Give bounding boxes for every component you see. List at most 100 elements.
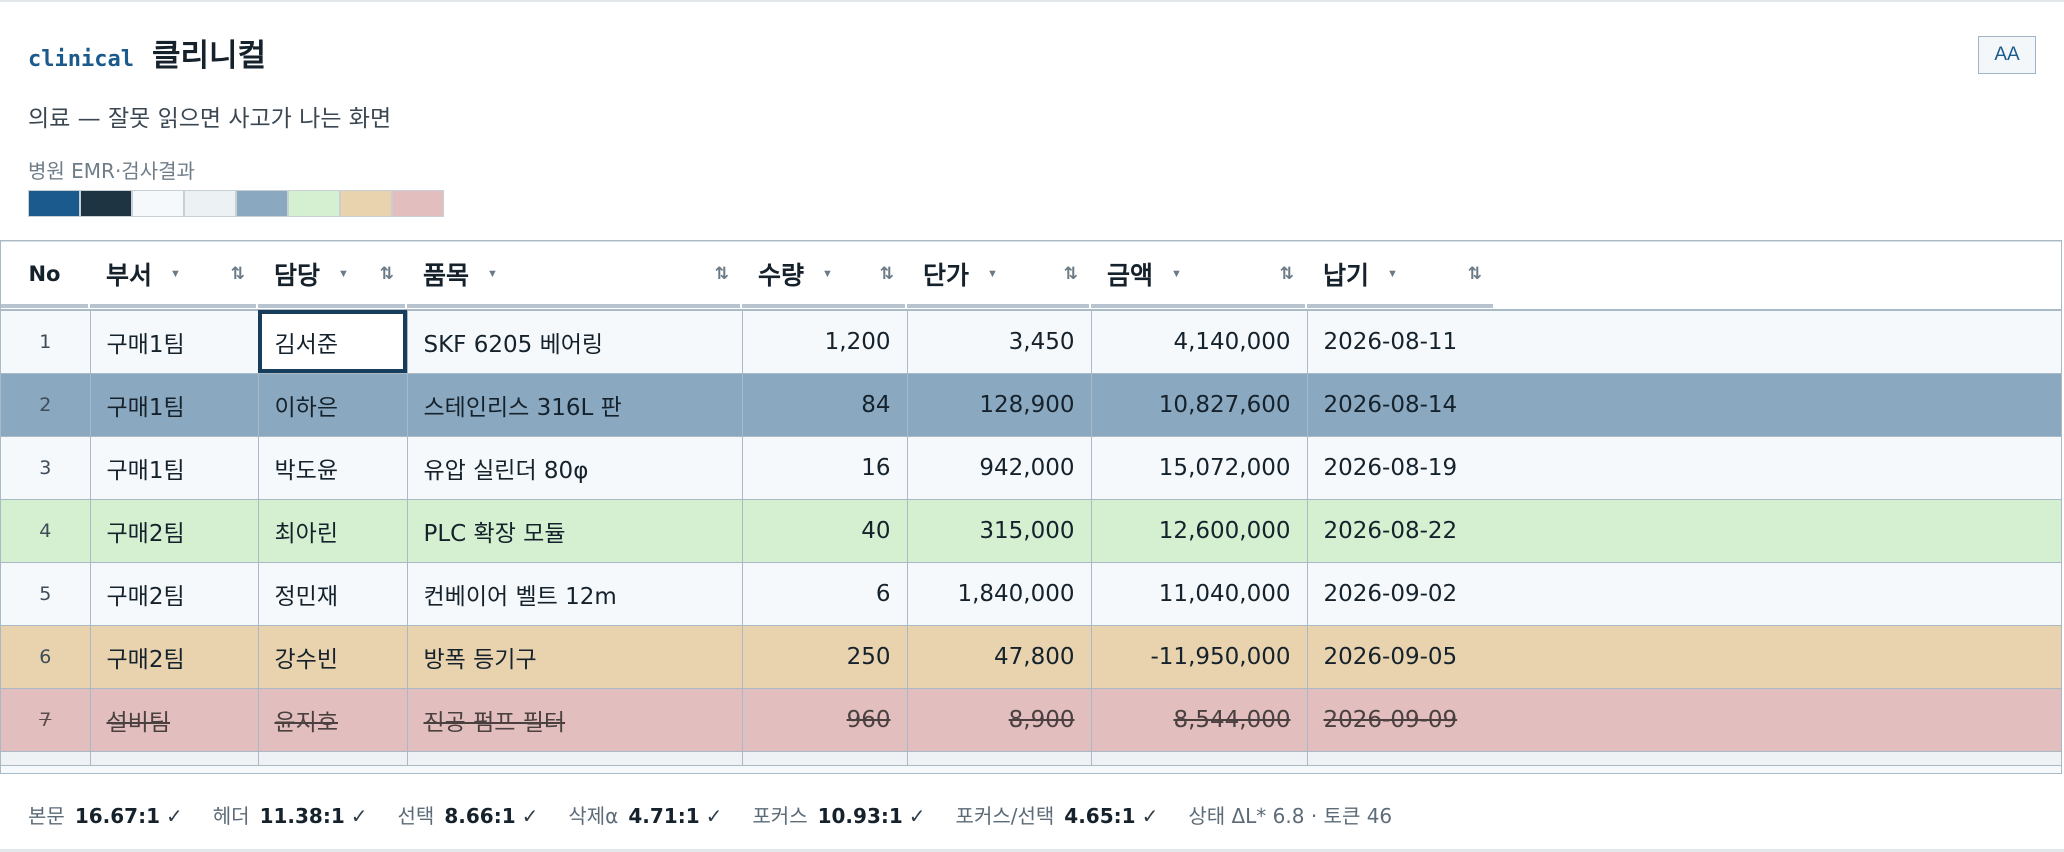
cell-dept[interactable]: 구매1팀 <box>90 310 259 374</box>
sort-icon[interactable]: ⇅ <box>379 263 394 283</box>
cell-dept[interactable]: 구매1팀 <box>90 436 259 500</box>
sort-icon[interactable]: ⇅ <box>879 263 894 283</box>
cell-owner[interactable]: 최아린 <box>258 499 408 563</box>
check-icon: ✓ <box>1141 804 1159 828</box>
cell-price[interactable]: 128,900 <box>907 373 1092 437</box>
filter-caret-icon[interactable]: ▼ <box>1171 267 1182 280</box>
cell-amount[interactable]: -11,950,000 <box>1091 625 1308 689</box>
column-header-due[interactable]: 납기 ▼ ⇅ <box>1307 241 2061 311</box>
table-row-partial <box>1 751 2061 766</box>
cell-qty[interactable]: 40 <box>742 499 908 563</box>
cell-dept[interactable]: 구매1팀 <box>90 373 259 437</box>
cell-amount[interactable]: 11,040,000 <box>1091 562 1308 626</box>
cell-price[interactable]: 1,840,000 <box>907 562 1092 626</box>
filter-caret-icon[interactable]: ▼ <box>170 267 181 280</box>
cell-item[interactable]: SKF 6205 베어링 <box>407 310 743 374</box>
cell-no[interactable]: 1 <box>1 310 91 374</box>
cell-no[interactable]: 6 <box>1 625 91 689</box>
table-row[interactable]: 3 구매1팀 박도윤 유압 실린더 80φ 16 942,000 15,072,… <box>1 436 2061 500</box>
column-header-no[interactable]: No <box>1 241 90 311</box>
cell-dept[interactable]: 구매2팀 <box>90 625 259 689</box>
sort-icon[interactable]: ⇅ <box>1467 263 1482 283</box>
cell-no[interactable]: 2 <box>1 373 91 437</box>
column-header-item[interactable]: 품목 ▼ ⇅ <box>407 241 742 311</box>
status-value: 16.67:1 <box>74 804 160 828</box>
cell-due[interactable]: 2026-09-02 <box>1307 562 2061 626</box>
status-item: 포커스 10.93:1 ✓ <box>752 800 925 829</box>
cell-due[interactable]: 2026-08-14 <box>1307 373 2061 437</box>
cell-item[interactable]: 방폭 등기구 <box>407 625 743 689</box>
cell-price[interactable]: 47,800 <box>907 625 1092 689</box>
cell-item[interactable]: 스테인리스 316L 판 <box>407 373 743 437</box>
cell-amount[interactable]: 15,072,000 <box>1091 436 1308 500</box>
cell-dept[interactable]: 설비팀 <box>90 688 259 752</box>
cell-no[interactable]: 4 <box>1 499 91 563</box>
cell-owner[interactable]: 정민재 <box>258 562 408 626</box>
cell-qty[interactable]: 250 <box>742 625 908 689</box>
table-row-selected[interactable]: 2 구매1팀 이하은 스테인리스 316L 판 84 128,900 10,82… <box>1 373 2061 437</box>
cell-due[interactable]: 2026-09-05 <box>1307 625 2061 689</box>
status-value: 10.93:1 <box>817 804 903 828</box>
column-header-dept[interactable]: 부서 ▼ ⇅ <box>90 241 258 311</box>
cell-no[interactable]: 7 <box>1 688 91 752</box>
cell-qty[interactable]: 84 <box>742 373 908 437</box>
cell-dept[interactable]: 구매2팀 <box>90 499 259 563</box>
check-icon: ✓ <box>521 804 539 828</box>
status-item: 삭제α 4.71:1 ✓ <box>568 800 722 829</box>
cell-qty[interactable]: 6 <box>742 562 908 626</box>
cell-qty[interactable]: 1,200 <box>742 310 908 374</box>
cell-owner[interactable]: 이하은 <box>258 373 408 437</box>
theme-subtitle: 의료 — 잘못 읽으면 사고가 나는 화면 <box>28 106 392 132</box>
cell-no <box>1 751 91 766</box>
cell-owner[interactable]: 강수빈 <box>258 625 408 689</box>
sort-icon[interactable]: ⇅ <box>1279 263 1294 283</box>
column-header-qty[interactable]: 수량 ▼ ⇅ <box>742 241 907 311</box>
cell-due[interactable]: 2026-09-09 <box>1307 688 2061 752</box>
cell-item[interactable]: 진공 펌프 필터 <box>407 688 743 752</box>
filter-caret-icon[interactable]: ▼ <box>338 267 349 280</box>
cell-owner-focused[interactable]: 김서준 <box>258 310 408 374</box>
cell-item[interactable]: 컨베이어 벨트 12m <box>407 562 743 626</box>
sort-icon[interactable]: ⇅ <box>1063 263 1078 283</box>
cell-owner[interactable]: 박도윤 <box>258 436 408 500</box>
cell-price[interactable]: 315,000 <box>907 499 1092 563</box>
filter-caret-icon[interactable]: ▼ <box>1387 267 1398 280</box>
cell-amount[interactable]: 8,544,000 <box>1091 688 1308 752</box>
column-header-owner[interactable]: 담당 ▼ ⇅ <box>258 241 407 311</box>
cell-owner[interactable]: 윤지호 <box>258 688 408 752</box>
cell-item[interactable]: 유압 실린더 80φ <box>407 436 743 500</box>
cell-no[interactable]: 5 <box>1 562 91 626</box>
table-row-success[interactable]: 4 구매2팀 최아린 PLC 확장 모듈 40 315,000 12,600,0… <box>1 499 2061 563</box>
sort-icon[interactable]: ⇅ <box>714 263 729 283</box>
column-header-amount[interactable]: 금액 ▼ ⇅ <box>1091 241 1307 311</box>
cell-price[interactable]: 942,000 <box>907 436 1092 500</box>
table-row[interactable]: 5 구매2팀 정민재 컨베이어 벨트 12m 6 1,840,000 11,04… <box>1 562 2061 626</box>
page-header: clinical 클리니컬 의료 — 잘못 읽으면 사고가 나는 화면 병원 E… <box>28 30 391 184</box>
filter-caret-icon[interactable]: ▼ <box>822 267 833 280</box>
cell-due[interactable]: 2026-08-22 <box>1307 499 2061 563</box>
filter-caret-icon[interactable]: ▼ <box>487 267 498 280</box>
check-icon: ✓ <box>705 804 723 828</box>
status-delta: 상태 ΔL* 6.8 · 토큰 46 <box>1188 804 1393 828</box>
cell-no[interactable]: 3 <box>1 436 91 500</box>
cell-due[interactable]: 2026-08-11 <box>1307 310 2061 374</box>
cell-amount[interactable]: 12,600,000 <box>1091 499 1308 563</box>
cell-qty[interactable]: 16 <box>742 436 908 500</box>
table-row-deleted[interactable]: 7 설비팀 윤지호 진공 펌프 필터 960 8,900 8,544,000 2… <box>1 688 2061 752</box>
cell-due[interactable]: 2026-08-19 <box>1307 436 2061 500</box>
cell-dept[interactable]: 구매2팀 <box>90 562 259 626</box>
cell-item[interactable]: PLC 확장 모듈 <box>407 499 743 563</box>
cell-amount[interactable]: 4,140,000 <box>1091 310 1308 374</box>
table-row-warning[interactable]: 6 구매2팀 강수빈 방폭 등기구 250 47,800 -11,950,000… <box>1 625 2061 689</box>
column-label-qty: 수량 <box>758 260 805 290</box>
cell-price[interactable]: 8,900 <box>907 688 1092 752</box>
filter-caret-icon[interactable]: ▼ <box>987 267 998 280</box>
cell-amount[interactable]: 10,827,600 <box>1091 373 1308 437</box>
column-label-due: 납기 <box>1323 260 1370 290</box>
cell-price[interactable]: 3,450 <box>907 310 1092 374</box>
column-header-price[interactable]: 단가 ▼ ⇅ <box>907 241 1091 311</box>
cell-qty[interactable]: 960 <box>742 688 908 752</box>
table-row[interactable]: 1 구매1팀 김서준 SKF 6205 베어링 1,200 3,450 4,14… <box>1 310 2061 374</box>
sort-icon[interactable]: ⇅ <box>230 263 245 283</box>
contrast-aa-button[interactable]: AA <box>1978 36 2036 74</box>
